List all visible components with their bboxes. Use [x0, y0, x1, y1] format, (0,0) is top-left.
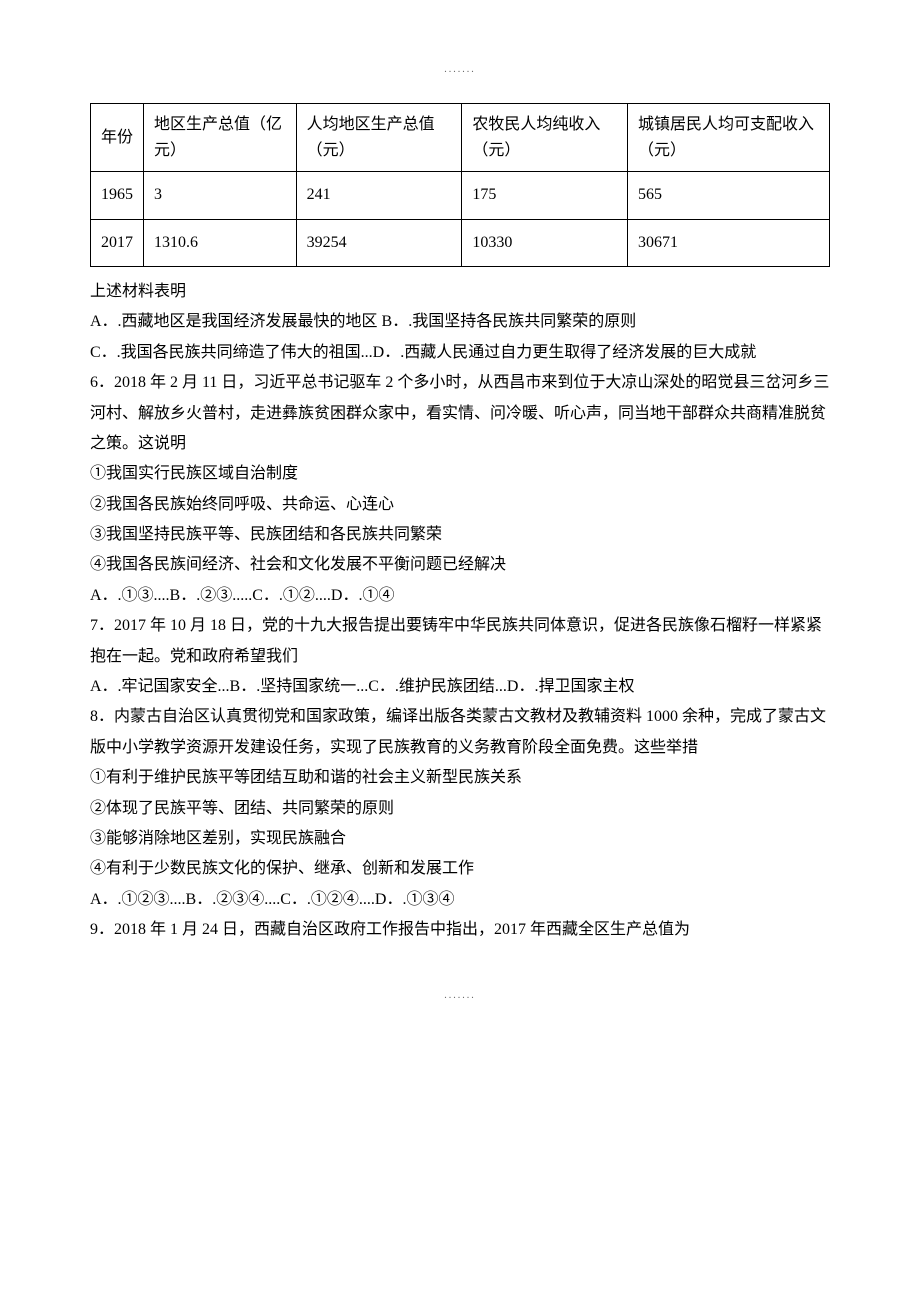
- q5-options-cd: C．.我国各民族共同缔造了伟大的祖国...D．.西藏人民通过自力更生取得了经济发…: [90, 338, 830, 368]
- cell-gdp-percap: 39254: [296, 219, 462, 266]
- cell-urban-income: 565: [628, 172, 830, 219]
- q5-options-ab: A．.西藏地区是我国经济发展最快的地区 B．.我国坚持各民族共同繁荣的原则: [90, 307, 830, 337]
- header-dots: .......: [90, 60, 830, 79]
- q8-options: A．.①②③....B．.②③④....C．.①②④....D．.①③④: [90, 885, 830, 915]
- q8-choice-3: ③能够消除地区差别，实现民族融合: [90, 824, 830, 854]
- cell-gdp: 1310.6: [144, 219, 297, 266]
- q6-options: A．.①③....B．.②③.....C．.①②....D．.①④: [90, 581, 830, 611]
- q5-stem: 上述材料表明: [90, 277, 830, 307]
- q8-choice-4: ④有利于少数民族文化的保护、继承、创新和发展工作: [90, 854, 830, 884]
- q9-stem: 9．2018 年 1 月 24 日，西藏自治区政府工作报告中指出，2017 年西…: [90, 915, 830, 945]
- col-year: 年份: [91, 104, 144, 172]
- q8-choice-1: ①有利于维护民族平等团结互助和谐的社会主义新型民族关系: [90, 763, 830, 793]
- economy-table: 年份 地区生产总值（亿元） 人均地区生产总值（元） 农牧民人均纯收入（元） 城镇…: [90, 103, 830, 267]
- cell-urban-income: 30671: [628, 219, 830, 266]
- cell-year: 1965: [91, 172, 144, 219]
- cell-gdp: 3: [144, 172, 297, 219]
- q6-choice-1: ①我国实行民族区域自治制度: [90, 459, 830, 489]
- q8-stem: 8．内蒙古自治区认真贯彻党和国家政策，编译出版各类蒙古文教材及教辅资料 1000…: [90, 702, 830, 763]
- q6-choice-4: ④我国各民族间经济、社会和文化发展不平衡问题已经解决: [90, 550, 830, 580]
- cell-year: 2017: [91, 219, 144, 266]
- col-gdp-percap: 人均地区生产总值（元）: [296, 104, 462, 172]
- table-row: 2017 1310.6 39254 10330 30671: [91, 219, 830, 266]
- cell-gdp-percap: 241: [296, 172, 462, 219]
- col-urban-income: 城镇居民人均可支配收入（元）: [628, 104, 830, 172]
- q6-choice-2: ②我国各民族始终同呼吸、共命运、心连心: [90, 490, 830, 520]
- cell-farmer-income: 175: [462, 172, 628, 219]
- cell-farmer-income: 10330: [462, 219, 628, 266]
- q7-stem: 7．2017 年 10 月 18 日，党的十九大报告提出要铸牢中华民族共同体意识…: [90, 611, 830, 672]
- col-farmer-income: 农牧民人均纯收入（元）: [462, 104, 628, 172]
- table-header-row: 年份 地区生产总值（亿元） 人均地区生产总值（元） 农牧民人均纯收入（元） 城镇…: [91, 104, 830, 172]
- footer-dots: .......: [90, 986, 830, 1005]
- q6-stem: 6．2018 年 2 月 11 日，习近平总书记驱车 2 个多小时，从西昌市来到…: [90, 368, 830, 459]
- q7-options: A．.牢记国家安全...B．.坚持国家统一...C．.维护民族团结...D．.捍…: [90, 672, 830, 702]
- q8-choice-2: ②体现了民族平等、团结、共同繁荣的原则: [90, 794, 830, 824]
- col-gdp: 地区生产总值（亿元）: [144, 104, 297, 172]
- q6-choice-3: ③我国坚持民族平等、民族团结和各民族共同繁荣: [90, 520, 830, 550]
- table-row: 1965 3 241 175 565: [91, 172, 830, 219]
